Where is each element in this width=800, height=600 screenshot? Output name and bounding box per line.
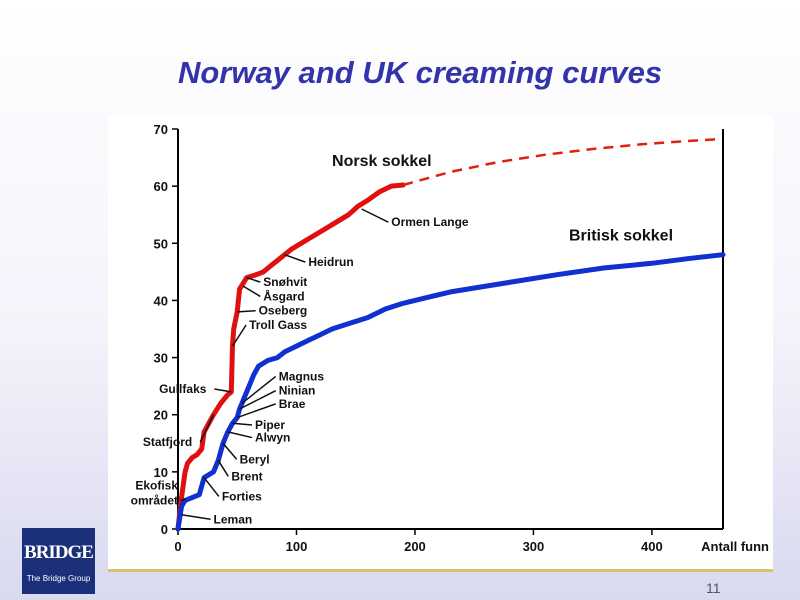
- annotation-label: Heidrun: [308, 255, 353, 269]
- annotation-leader: [246, 276, 261, 283]
- annotation-leader: [217, 460, 229, 477]
- y-tick-label: 0: [161, 522, 168, 537]
- page-number: 11: [706, 580, 721, 596]
- annotation-label: Magnus: [279, 369, 325, 383]
- x-tick-label: 200: [404, 539, 426, 554]
- annotation-leader: [237, 309, 256, 313]
- x-axis-end-label: Antall funn: [701, 539, 769, 554]
- annotation-label-line: Ekofisk: [135, 478, 178, 492]
- norsk-series-line: [175, 182, 406, 532]
- creaming-curve-chart: 0 10 20 30 40 50 60 70 0 100 200 300 400 Antall funn N…: [131, 122, 769, 554]
- annotation-label: Gullfaks: [159, 382, 207, 396]
- annotation-leader: [222, 442, 238, 460]
- y-tick-label: 30: [154, 351, 168, 366]
- annotation-leader: [181, 513, 211, 521]
- annotation-label: Leman: [214, 512, 253, 526]
- annotation-leader: [361, 208, 389, 223]
- annotation-leader: [231, 324, 247, 347]
- annotation-label: Snøhvit: [263, 275, 307, 289]
- y-tick-label: 40: [154, 293, 168, 308]
- logo-subtext: The Bridge Group: [26, 574, 91, 583]
- annotation-leader: [236, 403, 276, 419]
- x-tick-label: 0: [174, 539, 181, 554]
- annotation-label: Ormen Lange: [391, 215, 469, 229]
- annotation-label: Forties: [222, 489, 262, 503]
- annotation-label: Oseberg: [259, 304, 308, 318]
- y-tick-label: 50: [154, 236, 168, 251]
- bridge-logo: BRIDGE The Bridge Group: [22, 528, 95, 594]
- britisk-series-line: [175, 252, 726, 532]
- annotation-leader: [203, 477, 220, 497]
- norsk-series-label: Norsk sokkel: [332, 153, 432, 170]
- annotation-leader: [284, 254, 306, 263]
- annotation-leader: [232, 422, 253, 426]
- slide-title: Norway and UK creaming curves: [177, 55, 663, 90]
- x-tick-label: 400: [641, 539, 663, 554]
- norsk-forecast-line: [402, 138, 718, 187]
- annotation-leader: [241, 375, 277, 404]
- annotation-label: Alwyn: [255, 431, 290, 445]
- annotation-leader: [180, 498, 187, 502]
- y-tick-label: 60: [154, 179, 168, 194]
- annotation-leader: [242, 285, 261, 298]
- footer-divider: [108, 569, 773, 572]
- y-tick-label: 70: [154, 122, 168, 137]
- annotation-label: Åsgard: [263, 288, 304, 303]
- annotation-label: Brent: [231, 469, 262, 483]
- y-tick-label: 10: [154, 465, 168, 480]
- x-tick-label: 100: [286, 539, 308, 554]
- annotation-label: Ekofisk området: [131, 478, 179, 507]
- annotation-leader: [199, 414, 215, 443]
- annotation-label: Piper: [255, 418, 285, 432]
- chart-container: 0 10 20 30 40 50 60 70 0 100 200 300 400 Antall funn N…: [108, 115, 773, 570]
- logo-brand-text: BRIDGE: [24, 542, 94, 563]
- annotation-label: Statfjord: [143, 435, 192, 449]
- annotation-label: Brae: [279, 397, 306, 411]
- annotation-label: Ninian: [279, 384, 316, 398]
- annotation-label: Beryl: [240, 452, 270, 466]
- y-tick-label: 20: [154, 408, 168, 423]
- annotation-label: Troll Gass: [249, 318, 307, 332]
- annotation-leader: [214, 388, 232, 393]
- annotation-leader: [239, 390, 277, 410]
- annotation-leader: [227, 431, 253, 439]
- x-tick-label: 300: [523, 539, 545, 554]
- annotation-label-line: området: [131, 493, 178, 507]
- britisk-series-label: Britisk sokkel: [569, 227, 673, 244]
